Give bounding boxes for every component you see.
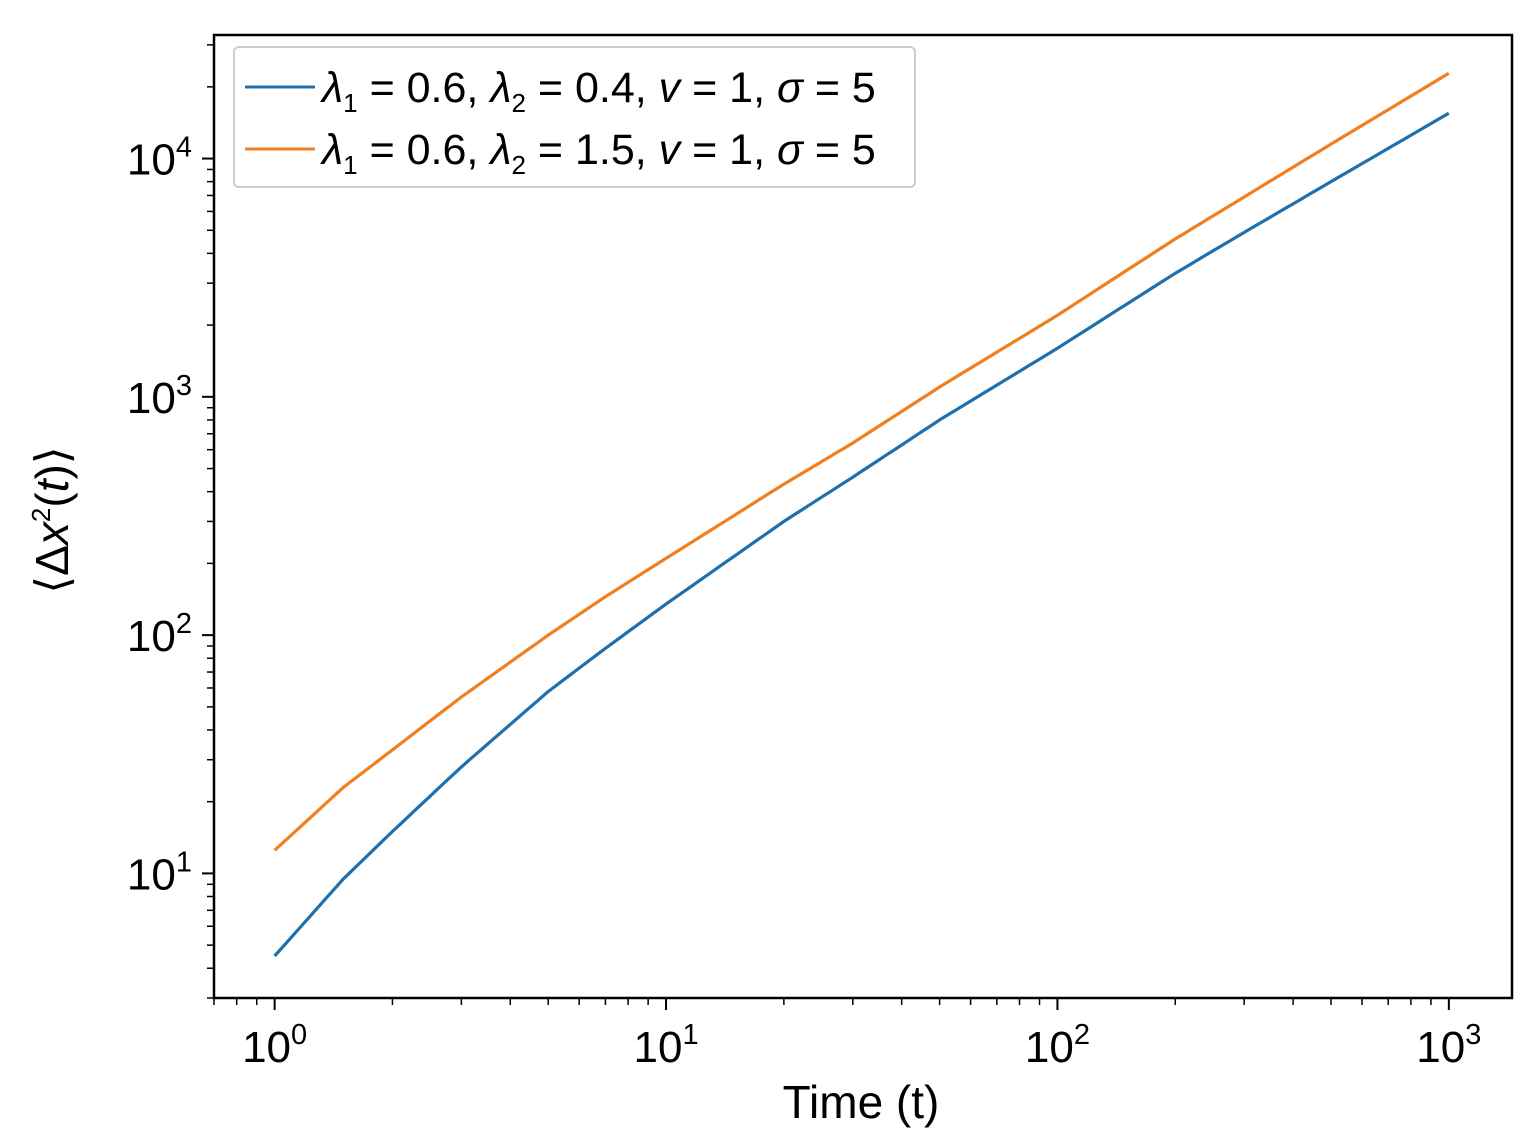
plot-frame [212, 33, 1514, 1000]
axis-tick-labels: 100 101 102 103 101 102 103 104 [127, 132, 1481, 1072]
series-line-2 [273, 71, 1450, 852]
data-series [273, 71, 1450, 958]
x-tick-label: 100 [242, 1019, 307, 1072]
y-axis-title: ⟨Δx2(t)⟩ [26, 446, 78, 594]
y-tick-label: 104 [127, 132, 192, 185]
y-tick-label: 103 [127, 370, 192, 423]
y-tick-label: 101 [127, 846, 192, 899]
y-tick-label: 102 [127, 608, 192, 661]
legend-label-series-1: λ1 = 0.6, λ2 = 0.4, v = 1, σ = 5 [320, 64, 876, 118]
legend-label-series-2: λ1 = 0.6, λ2 = 1.5, v = 1, σ = 5 [320, 126, 876, 180]
x-tick-label: 103 [1416, 1019, 1481, 1072]
legend: λ1 = 0.6, λ2 = 0.4, v = 1, σ = 5 λ1 = 0.… [233, 46, 916, 188]
axis-ticks [202, 44, 1450, 1010]
x-axis-title: Time (t) [783, 1076, 940, 1128]
series-line-1 [273, 111, 1450, 958]
legend-box [233, 46, 916, 188]
x-tick-label: 102 [1025, 1019, 1090, 1072]
x-tick-label: 101 [633, 1019, 698, 1072]
